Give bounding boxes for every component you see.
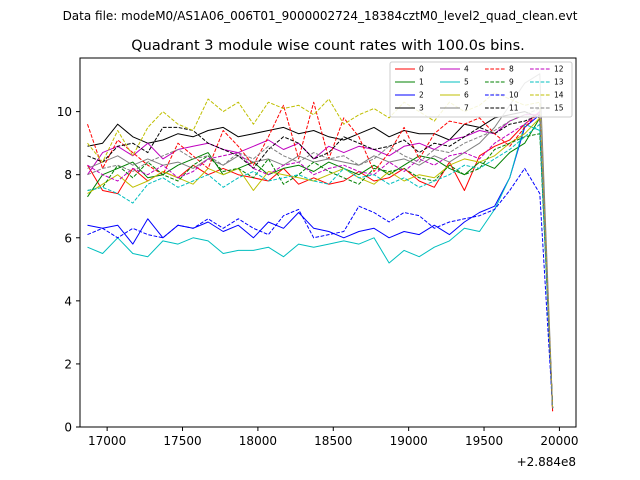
y-tick-label: 10 bbox=[57, 105, 72, 119]
legend-label-7: 7 bbox=[464, 104, 469, 113]
y-tick-label: 6 bbox=[64, 231, 72, 245]
y-tick-label: 0 bbox=[64, 421, 72, 435]
x-tick-label: 17000 bbox=[88, 434, 126, 448]
series-line-15 bbox=[87, 108, 554, 409]
series-line-6 bbox=[87, 117, 554, 409]
series-line-10 bbox=[87, 167, 554, 409]
legend-label-6: 6 bbox=[464, 91, 469, 100]
x-axis: 17000 17500 18000 18500 19000 19500 20000 bbox=[88, 427, 579, 448]
series-line-9 bbox=[87, 133, 554, 409]
x-tick-label: 19500 bbox=[465, 434, 503, 448]
series-line-3 bbox=[87, 111, 554, 409]
axes-frame bbox=[79, 57, 577, 428]
x-tick-label: 19000 bbox=[390, 434, 428, 448]
y-axis: 0 2 4 6 8 10 bbox=[57, 105, 80, 435]
y-tick-label: 4 bbox=[64, 294, 72, 308]
x-offset-label: +2.884e8 bbox=[517, 455, 576, 469]
x-tick-label: 20000 bbox=[540, 434, 578, 448]
series-line-12 bbox=[87, 111, 554, 409]
legend-label-3: 3 bbox=[419, 104, 424, 113]
legend-label-9: 9 bbox=[509, 78, 514, 87]
legend-label-2: 2 bbox=[419, 91, 424, 100]
series-line-8 bbox=[87, 101, 554, 412]
legend-label-15: 15 bbox=[554, 104, 564, 113]
legend-label-13: 13 bbox=[554, 78, 564, 87]
series-layer bbox=[87, 73, 554, 412]
legend-label-4: 4 bbox=[464, 65, 469, 74]
x-tick-label: 18500 bbox=[314, 434, 352, 448]
legend-box bbox=[389, 61, 573, 118]
legend-label-11: 11 bbox=[509, 104, 519, 113]
x-tick-label: 18000 bbox=[239, 434, 277, 448]
legend-label-10: 10 bbox=[509, 91, 519, 100]
y-tick-label: 2 bbox=[64, 357, 72, 371]
chart-suptitle: Data file: modeM0/AS1A06_006T01_90000027… bbox=[63, 9, 578, 23]
plot-area bbox=[79, 57, 577, 428]
series-line-7 bbox=[87, 73, 554, 409]
y-tick-label: 8 bbox=[64, 168, 72, 182]
chart-title: Quadrant 3 module wise count rates with … bbox=[131, 38, 525, 54]
legend-label-5: 5 bbox=[464, 78, 469, 87]
series-line-13 bbox=[87, 123, 554, 409]
x-tick-label: 17500 bbox=[163, 434, 201, 448]
series-line-4 bbox=[87, 114, 554, 409]
legend-label-12: 12 bbox=[554, 65, 564, 74]
legend-label-14: 14 bbox=[554, 91, 564, 100]
legend-label-8: 8 bbox=[509, 65, 514, 74]
series-line-5 bbox=[87, 123, 554, 409]
legend-label-1: 1 bbox=[419, 78, 424, 87]
legend-label-0: 0 bbox=[419, 65, 424, 74]
